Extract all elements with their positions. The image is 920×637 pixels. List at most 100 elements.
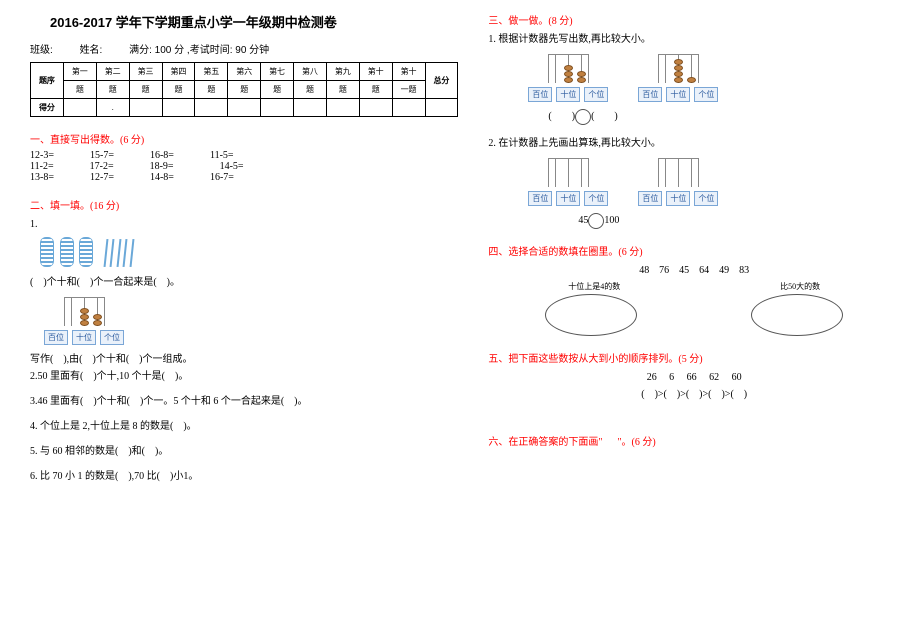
oval-icon — [545, 294, 637, 336]
eq: 13-8= — [30, 172, 54, 183]
label-full: 满分: 100 分 ,考试时间: 90 分钟 — [129, 45, 269, 56]
eq-row: 13-8= 12-7= 14-8= 16-7= — [30, 172, 458, 183]
stick-icon — [110, 239, 115, 267]
cell: 第九 — [326, 63, 359, 81]
label-class: 班级: — [30, 45, 53, 56]
cell: 题序 — [31, 63, 64, 99]
q2: 2.50 里面有( )个十,10 个十是( )。 — [30, 368, 458, 385]
cell: 得分 — [31, 99, 64, 117]
eq: 17-2= — [90, 161, 114, 172]
q3-2-ans: 45100 — [578, 212, 900, 229]
abacus-label: 十位 — [556, 87, 580, 102]
eq: 12-7= — [90, 172, 114, 183]
eq-row: 12-3= 15-7= 16-8= 11-5= — [30, 150, 458, 161]
eq: 16-8= — [150, 150, 174, 161]
eq: 16-7= — [210, 172, 234, 183]
cell: 第十 — [359, 63, 392, 81]
q3-1: 1. 根据计数器先写出数,再比较大小。 — [488, 31, 900, 48]
q6: 6. 比 70 小 1 的数是( ),70 比( )小1。 — [30, 468, 458, 485]
q1b-text: 写作( ),由( )个十和( )个一组成。 — [30, 351, 458, 368]
q3-2: 2. 在计数器上先画出算珠,再比较大小。 — [488, 135, 900, 152]
stick-icon — [116, 239, 121, 267]
abacus-label: 个位 — [100, 330, 124, 345]
section-1-title: 一、直接写出得数。(6 分) — [30, 131, 458, 146]
table-row: 题序 第一 第二 第三 第四 第五 第六 第七 第八 第九 第十 第十 总分 — [31, 63, 458, 81]
oval-row — [488, 294, 900, 336]
abacus-label: 百位 — [638, 87, 662, 102]
eq: 18-9= — [150, 161, 174, 172]
cell: 题 — [96, 81, 129, 99]
abacus-label: 十位 — [72, 330, 96, 345]
cell: 第六 — [228, 63, 261, 81]
cell: . — [96, 99, 129, 117]
cell: 题 — [162, 81, 195, 99]
stick-icon — [129, 239, 134, 267]
cell: 题 — [195, 81, 228, 99]
cell — [228, 99, 261, 117]
cell: 第三 — [129, 63, 162, 81]
abacus-diagram: 百位 十位 个位 — [44, 297, 124, 349]
abacus-label: 百位 — [638, 191, 662, 206]
abacus-diagram: 百位 十位 个位 — [528, 158, 608, 210]
eq: 11-2= — [30, 161, 54, 172]
cell — [359, 99, 392, 117]
rod — [84, 298, 85, 326]
abacus-diagram: 百位 十位 个位 — [638, 158, 718, 210]
eq: 15-7= — [90, 150, 114, 161]
cell — [63, 99, 96, 117]
cell: 题 — [63, 81, 96, 99]
abacus-label: 十位 — [666, 191, 690, 206]
eq: 14-5= — [220, 161, 244, 172]
page-title: 2016-2017 学年下学期重点小学一年级期中检测卷 — [50, 12, 458, 31]
cell: 题 — [294, 81, 327, 99]
cell: 第十 — [392, 63, 425, 81]
abacus-label: 十位 — [556, 191, 580, 206]
cell: 第二 — [96, 63, 129, 81]
eq: 12-3= — [30, 150, 54, 161]
cell — [261, 99, 294, 117]
section-2-title: 二、填一填。(16 分) — [30, 197, 458, 212]
eq-row: 11-2= 17-2= 18-9= 14-5= — [30, 161, 458, 172]
s5-nums: 26 6 66 62 60 — [488, 369, 900, 386]
stick-icon — [123, 239, 128, 267]
cell: 一题 — [392, 81, 425, 99]
s5-ans: ( )>( )>( )>( )>( ) — [488, 386, 900, 403]
cell: 题 — [326, 81, 359, 99]
cell: 第七 — [261, 63, 294, 81]
abacus-label: 百位 — [528, 191, 552, 206]
cell — [326, 99, 359, 117]
cell: 题 — [228, 81, 261, 99]
cell — [392, 99, 425, 117]
cell — [162, 99, 195, 117]
cell: 题 — [359, 81, 392, 99]
info-line: 班级: 姓名: 满分: 100 分 ,考试时间: 90 分钟 — [30, 41, 458, 56]
cell: 第一 — [63, 63, 96, 81]
bundle-icon — [40, 237, 54, 267]
abacus-diagram: 百位 十位 个位 — [528, 54, 608, 106]
bundle-icon — [60, 237, 74, 267]
cell: 第五 — [195, 63, 228, 81]
eq: 14-8= — [150, 172, 174, 183]
abacus-label: 个位 — [584, 87, 608, 102]
s4-nums: 48 76 45 64 49 83 — [488, 262, 900, 279]
abacus-label: 个位 — [584, 191, 608, 206]
cell — [195, 99, 228, 117]
bundle-diagram — [40, 237, 458, 270]
q3-1-ans: ( )( ) — [548, 108, 900, 125]
table-row: 题 题 题 题 题 题 题 题 题 题 一题 — [31, 81, 458, 99]
section-5-title: 五、把下面这些数按从大到小的顺序排列。(5 分) — [488, 350, 900, 365]
abacus-label: 百位 — [44, 330, 68, 345]
cell: 第四 — [162, 63, 195, 81]
q5: 5. 与 60 相邻的数是( )和( )。 — [30, 443, 458, 460]
label: 比50大的数 — [780, 281, 820, 292]
abacus-diagram: 百位 十位 个位 — [638, 54, 718, 106]
cell: 总分 — [425, 63, 458, 99]
section-3-title: 三、做一做。(8 分) — [488, 12, 900, 27]
abacus-label: 个位 — [694, 87, 718, 102]
score-table: 题序 第一 第二 第三 第四 第五 第六 第七 第八 第九 第十 第十 总分 题… — [30, 62, 458, 117]
table-row: 得分 . — [31, 99, 458, 117]
abacus-label: 百位 — [528, 87, 552, 102]
compare-circle-icon — [575, 109, 591, 125]
section-6-title: 六、在正确答案的下面画" "。(6 分) — [488, 433, 900, 448]
cell: 题 — [129, 81, 162, 99]
